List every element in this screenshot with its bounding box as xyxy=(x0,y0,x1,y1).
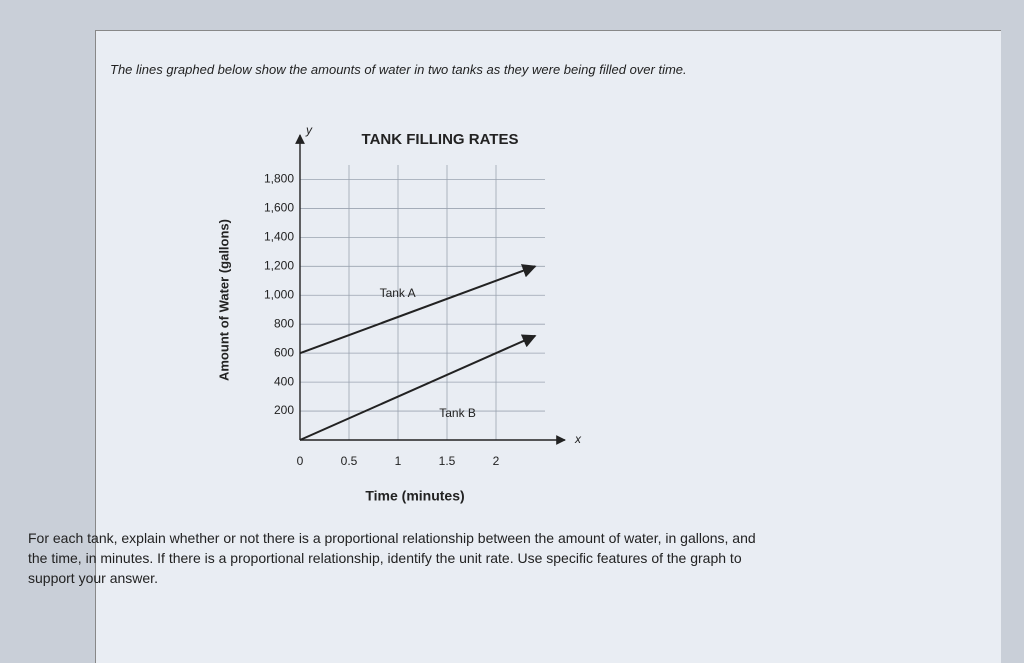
y-tick-label: 1,400 xyxy=(264,230,294,244)
series-line xyxy=(299,334,537,441)
question-text: For each tank, explain whether or not th… xyxy=(28,530,756,586)
y-tick-label: 1,600 xyxy=(264,201,294,215)
y-tick-label: 1,000 xyxy=(264,287,294,301)
intro-text: The lines graphed below show the amounts… xyxy=(110,62,687,77)
y-tick-label: 600 xyxy=(274,345,294,359)
y-axis-title: Amount of Water (gallons) xyxy=(216,219,231,381)
x-tick-label: 2 xyxy=(493,454,500,468)
y-tick-label: 200 xyxy=(274,403,294,417)
x-tick-label: 0 xyxy=(297,454,304,468)
x-axis-symbol: x xyxy=(574,432,582,446)
x-axis-title: Time (minutes) xyxy=(365,488,464,504)
x-tick-label: 0.5 xyxy=(341,454,358,468)
y-tick-label: 1,800 xyxy=(264,172,294,186)
y-tick-label: 400 xyxy=(274,374,294,388)
x-tick-label: 1 xyxy=(395,454,402,468)
y-tick-label: 800 xyxy=(274,316,294,330)
series-label: Tank B xyxy=(439,406,476,420)
y-axis-symbol: y xyxy=(305,123,313,137)
series-line xyxy=(299,264,537,355)
y-tick-label: 1,200 xyxy=(264,258,294,272)
series-label: Tank A xyxy=(380,286,416,300)
x-tick-label: 1.5 xyxy=(439,454,456,468)
worksheet xyxy=(95,30,1001,663)
chart-title: TANK FILLING RATES xyxy=(362,131,519,148)
